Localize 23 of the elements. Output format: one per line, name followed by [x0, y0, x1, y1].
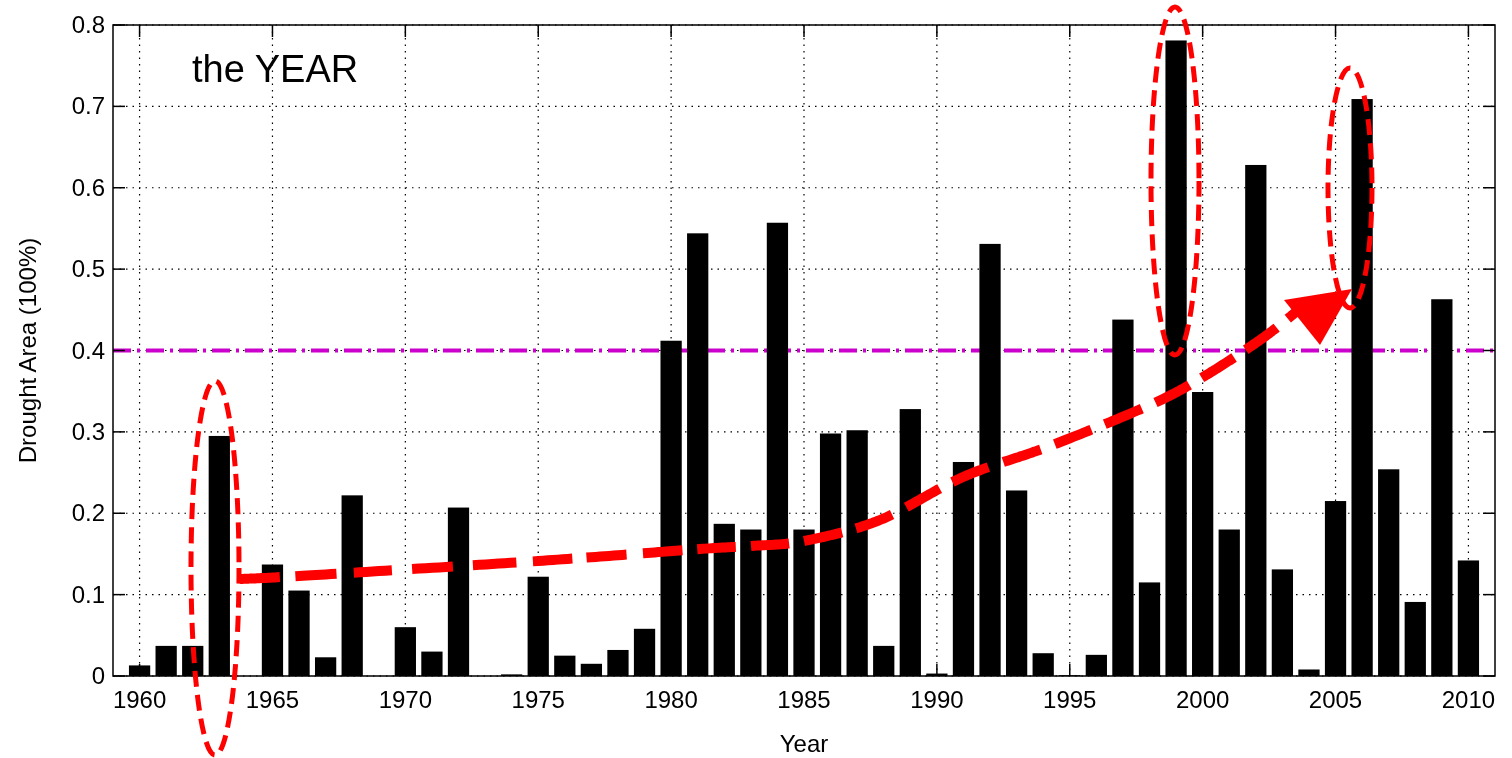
x-tick-label: 2000: [1175, 686, 1230, 713]
x-tick-label: 1975: [511, 686, 565, 713]
x-tick-label: 1990: [910, 686, 964, 713]
x-tick-label: 1985: [777, 686, 831, 713]
x-tick-label: 1965: [245, 686, 300, 713]
y-tick-label: 0.5: [71, 255, 105, 283]
y-tick-label: 0.6: [71, 173, 105, 201]
x-tick-label: 2005: [1308, 686, 1363, 713]
y-axis-title: Drought Area (100%): [14, 237, 41, 464]
y-tick-label: 0.3: [71, 417, 105, 445]
y-tick-label: 0.7: [71, 92, 105, 120]
annotation: the YEAR: [192, 48, 359, 90]
y-tick-label: 0.4: [71, 336, 105, 364]
y-tick-label: 0.8: [71, 11, 105, 38]
y-tick-label: 0.2: [71, 499, 105, 527]
x-tick-label: 1960: [112, 686, 167, 713]
x-axis-title: Year: [779, 730, 829, 757]
y-tick-label: 0.1: [71, 580, 105, 608]
x-tick-label: 1995: [1043, 686, 1097, 713]
x-tick-label: 1980: [644, 686, 698, 713]
x-tick-label: 1970: [378, 686, 433, 713]
x-tick-label: 2010: [1441, 686, 1496, 713]
y-tick-label: 0: [91, 662, 105, 689]
